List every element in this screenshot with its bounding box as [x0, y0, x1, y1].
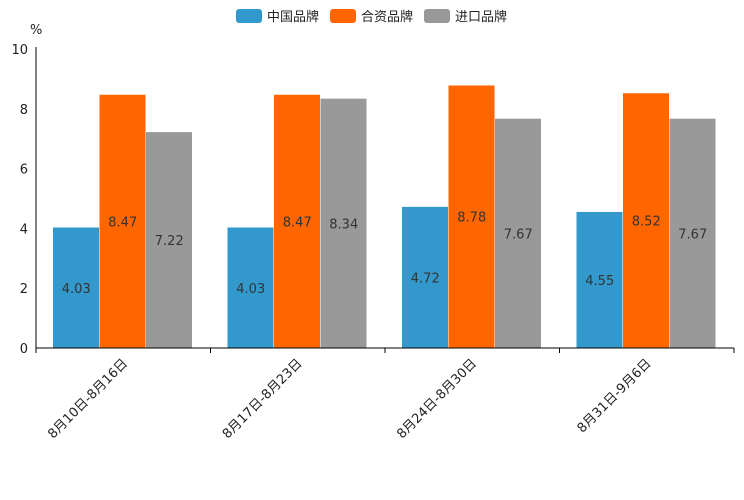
bar	[402, 206, 448, 348]
legend-label: 进口品牌	[455, 9, 507, 25]
x-category-label: 8月24日-8月30日	[394, 356, 480, 442]
bar-value-label: 8.34	[329, 217, 358, 232]
legend-item: 合资品牌	[330, 9, 413, 25]
bars: 4.038.477.224.038.47 8.344.728.787.674.55…	[53, 85, 716, 349]
bar-value-label: 8.47	[283, 215, 312, 230]
bar-value-label: 8.47	[108, 215, 137, 230]
bar	[576, 211, 623, 348]
legend-label: 合资品牌	[361, 9, 413, 25]
bar-group: 4.72 8.78 7.67	[402, 85, 541, 349]
legend-swatch	[236, 9, 262, 23]
bar	[53, 227, 99, 348]
y-tick-label: 8	[20, 103, 28, 118]
bar	[146, 132, 192, 348]
bar-value-label: 7.67	[504, 227, 533, 242]
bar-group: 4.55 8.52 7.67	[576, 93, 716, 349]
bar	[227, 227, 274, 348]
bar-value-label: 4.03	[236, 282, 265, 297]
bar	[448, 85, 495, 348]
legend-swatch	[424, 9, 450, 23]
y-tick-label: 4	[20, 222, 28, 237]
legend-swatch	[330, 9, 356, 23]
bar-value-label: 4.03	[62, 282, 91, 297]
y-unit-label: %	[30, 23, 42, 38]
y-axis: 0 2 4 6 8 10	[11, 43, 37, 357]
bar-value-label: 7.22	[155, 234, 184, 249]
y-tick-label: 10	[11, 43, 28, 58]
y-tick-label: 2	[20, 282, 28, 297]
legend-label: 中国品牌	[267, 9, 319, 25]
x-category-label: 8月31日-9月6日	[575, 356, 655, 436]
bar-value-label: 4.55	[585, 274, 614, 289]
bar-value-label: 7.67	[678, 227, 707, 242]
bar-group: 4.03 8.47 8.34	[227, 94, 367, 348]
bar-group: 4.03 8.47 7.22	[53, 94, 192, 348]
legend-item: 中国品牌	[236, 9, 319, 25]
bar	[669, 118, 716, 349]
y-tick-label: 6	[20, 163, 28, 178]
bar-value-label: 8.52	[632, 215, 661, 230]
bar	[99, 94, 146, 348]
bar-value-label: 4.72	[411, 271, 440, 286]
legend-item: 进口品牌	[424, 9, 507, 25]
bar-value-label: 8.78	[457, 211, 486, 226]
bar	[320, 98, 367, 348]
legend: 中国品牌 合资品牌 进口品牌	[236, 9, 507, 25]
bar	[274, 94, 320, 348]
bar	[495, 118, 541, 349]
y-tick-label: 0	[20, 342, 28, 357]
x-axis: 8月10日-8月16日 8月17日-8月23日 8月24日-8月30日 8月31日-9…	[35, 347, 735, 442]
x-category-label: 8月10日-8月16日	[45, 356, 131, 442]
x-category-label: 8月17日-8月23日	[220, 356, 306, 442]
bar	[623, 93, 669, 348]
